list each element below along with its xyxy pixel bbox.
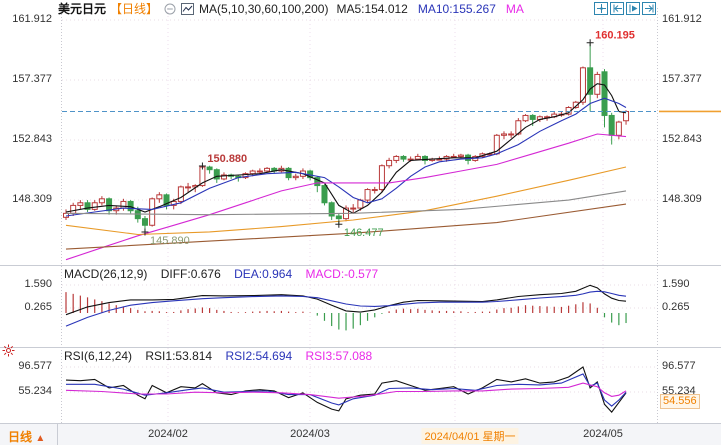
price-tick-left: 152.843 xyxy=(12,133,52,145)
period-label: 日线 xyxy=(8,430,33,444)
rsi-header: RSI(6,12,24) RSI1:53.814 RSI2:54.694 RSI… xyxy=(64,349,382,363)
macd-tick-left: 1.590 xyxy=(24,278,52,290)
time-bar-divider xyxy=(57,424,58,445)
play-icon[interactable] xyxy=(626,2,640,15)
ma-line-ma100 xyxy=(65,190,627,216)
chart-header: 美元日元 【日线】 MA(5,10,30,60,100,200) MA5:154… xyxy=(58,0,524,17)
period-tag: 【日线】 xyxy=(110,2,159,16)
indicator-chart-icon[interactable] xyxy=(181,2,195,15)
macd-panel[interactable] xyxy=(65,284,627,331)
time-axis-label: 2024/05 xyxy=(583,428,623,440)
rsi-tick-right: 96.577 xyxy=(662,360,696,372)
price-tick-right: 157.377 xyxy=(662,73,702,85)
price-annotation: 146.477 xyxy=(344,227,384,239)
price-annotation: 160.195 xyxy=(595,30,635,42)
time-axis-bar: 日线 ▲ 2024/02 2024/03 2024/04/01 星期一 2024/05 xyxy=(0,423,721,445)
shift-left-icon[interactable] xyxy=(610,2,624,15)
macd-value: MACD:-0.577 xyxy=(305,267,379,281)
price-panel[interactable] xyxy=(63,42,630,261)
ma10-value: MA10:155.267 xyxy=(417,1,496,16)
price-tick-right: 152.843 xyxy=(662,133,702,145)
rsi-panel[interactable] xyxy=(65,366,627,413)
time-crosshair-label: 2024/04/01 星期一 xyxy=(421,428,519,444)
indicator-settings-icon[interactable] xyxy=(2,344,15,362)
rsi1-value: RSI1:53.814 xyxy=(145,349,213,363)
dea-value: DEA:0.964 xyxy=(234,267,293,281)
crosshair-icon[interactable] xyxy=(594,2,608,15)
rsi-tick-left: 55.234 xyxy=(18,385,52,397)
price-tick-left: 161.912 xyxy=(12,13,52,25)
ma-line-ma5 xyxy=(65,83,627,214)
rsi-tick-left: 96.577 xyxy=(18,360,52,372)
triangle-up-icon: ▲ xyxy=(35,433,46,444)
time-axis-label: 2024/03 xyxy=(290,428,330,440)
ma-settings-label: MA(5,10,30,60,100,200) xyxy=(199,1,329,16)
chart-toolbar xyxy=(594,2,656,15)
price-tick-left: 157.377 xyxy=(12,73,52,85)
diff-value: DIFF:0.676 xyxy=(160,267,221,281)
ma5-value: MA5:154.012 xyxy=(336,1,408,16)
ma-line-ma60 xyxy=(65,166,627,236)
price-tick-right: 148.309 xyxy=(662,193,702,205)
ma-line-ma30 xyxy=(65,133,627,261)
period-selector-button[interactable]: 日线 ▲ xyxy=(8,428,45,445)
macd-tick-left: 0.265 xyxy=(24,301,52,313)
symbol-name: 美元日元 xyxy=(58,2,107,16)
minus-circle-icon[interactable] xyxy=(164,3,176,15)
jump-latest-icon[interactable] xyxy=(642,2,656,15)
price-annotation: 145.890 xyxy=(150,235,190,247)
rsi-title: RSI(6,12,24) xyxy=(64,349,133,363)
macd-title: MACD(26,12,9) xyxy=(64,267,148,281)
rsi-crosshair-value: 54.556 xyxy=(660,394,700,409)
ma-line-ma200 xyxy=(65,203,627,250)
price-tick-right: 161.912 xyxy=(662,13,702,25)
time-axis-label: 2024/02 xyxy=(148,428,188,440)
price-tick-left: 148.309 xyxy=(12,193,52,205)
ma30-value-truncated: MA xyxy=(505,1,524,16)
macd-tick-right: 1.590 xyxy=(662,278,690,290)
ma-line-ma10 xyxy=(65,97,627,217)
rsi2-value: RSI2:54.694 xyxy=(225,349,293,363)
macd-header: MACD(26,12,9) DIFF:0.676 DEA:0.964 MACD:… xyxy=(64,267,388,281)
rsi3-value: RSI3:57.088 xyxy=(305,349,373,363)
macd-tick-right: 0.265 xyxy=(662,301,690,313)
price-annotation: 150.880 xyxy=(207,153,247,165)
